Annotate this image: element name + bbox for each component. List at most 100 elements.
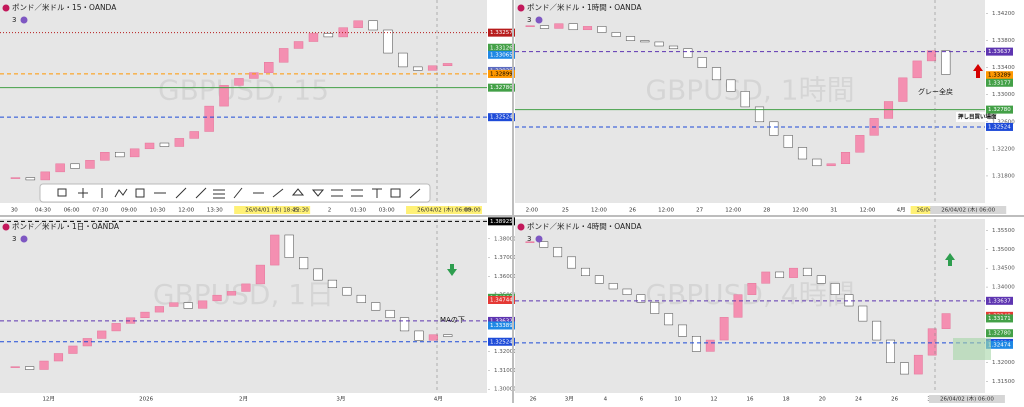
- y-tick-label: 1.36000: [494, 274, 517, 280]
- candle: [775, 271, 785, 278]
- candle: [636, 294, 646, 303]
- overlay: グレー全戻 押し目買い場面 MAの下: [39, 64, 997, 360]
- price-tag-label: 1.33257: [490, 30, 513, 36]
- price-tag-label: 1.32780: [988, 107, 1011, 113]
- candle: [313, 268, 323, 281]
- time-cursor-box: [928, 395, 1005, 403]
- price-tag-label: 1.33065: [490, 52, 513, 58]
- price-tag: [488, 28, 515, 37]
- x-tick-label: 07:30: [92, 208, 108, 214]
- y-tick-label: 1.34200: [992, 11, 1015, 17]
- price-tag-label: 1.32524: [988, 124, 1011, 130]
- price-tag: [986, 340, 1013, 349]
- price-tag-label: 1.32524: [490, 339, 513, 345]
- candle: [323, 33, 334, 38]
- candle: [802, 267, 812, 276]
- price-tag: [488, 113, 515, 122]
- plot-area: [0, 219, 487, 393]
- price-tag-label: 1.33177: [988, 80, 1011, 86]
- candle: [169, 302, 179, 307]
- price-tag-label: 1.38925: [490, 219, 513, 225]
- symbol-icon: [2, 4, 10, 12]
- candle: [338, 27, 348, 38]
- x-tick-label: 4月: [434, 396, 443, 403]
- symbol-icon: [2, 223, 10, 231]
- y-tick-label: 1.37000: [494, 255, 517, 261]
- candle: [525, 25, 535, 27]
- candle: [385, 309, 395, 319]
- drawing-toolbar[interactable]: [39, 183, 431, 203]
- candle: [100, 152, 110, 161]
- price-tag: [488, 83, 515, 92]
- y-tick-label: 1.32000: [992, 360, 1015, 366]
- y-tick-label: 1.38000: [494, 236, 517, 242]
- candle: [198, 300, 208, 309]
- candle: [189, 131, 199, 139]
- candle: [539, 25, 550, 29]
- price-tag: [488, 217, 515, 226]
- zone-box: [953, 338, 991, 360]
- price-tag-label: 1.32780: [490, 85, 513, 91]
- candle: [129, 148, 140, 158]
- candle: [68, 345, 78, 354]
- x-tick-label: 27: [696, 208, 703, 214]
- watermark: GBPUSD, 1時間: [645, 74, 854, 107]
- candle: [705, 339, 715, 352]
- panel-title: ポンド／米ドル・15・OANDA: [12, 2, 117, 12]
- time-cursor-box: [406, 206, 483, 214]
- x-tick-label: 12月: [42, 396, 55, 403]
- candle: [427, 65, 438, 71]
- panel-title: ポンド／米ドル・4時間・OANDA: [527, 221, 642, 231]
- x-tick-label: 20: [819, 397, 826, 403]
- candle: [299, 257, 309, 270]
- symbol-icon: [517, 4, 525, 12]
- candle: [525, 241, 535, 243]
- candle: [554, 23, 564, 29]
- candle: [398, 52, 408, 68]
- candle: [249, 72, 259, 79]
- price-axis: [488, 219, 513, 393]
- price-tag: [488, 43, 515, 52]
- x-tick-label: 2026: [139, 397, 153, 403]
- annotation-box: [956, 112, 986, 122]
- candle: [25, 366, 35, 370]
- y-tick-label: 1.33000: [992, 92, 1015, 98]
- price-tag: [986, 329, 1013, 338]
- price-tag: [986, 314, 1013, 323]
- x-tick-label: 2:00: [526, 208, 539, 214]
- annotation-text: グレー全戻: [918, 87, 953, 96]
- candle: [368, 20, 378, 31]
- candle: [668, 45, 679, 49]
- candle: [582, 26, 593, 31]
- x-tick-label: 22:30: [293, 208, 309, 214]
- candle: [858, 305, 868, 322]
- candle: [539, 241, 549, 248]
- candle: [140, 311, 150, 319]
- candle: [769, 121, 779, 136]
- price-tag-label: 1.32899: [490, 71, 513, 77]
- price-tag: [986, 122, 1013, 131]
- candle: [733, 294, 743, 318]
- candle: [144, 142, 155, 150]
- x-tick-label: 04:30: [35, 208, 51, 214]
- candle: [115, 152, 125, 158]
- time-axis: [515, 393, 1024, 402]
- candle: [783, 135, 793, 148]
- x-tick-label: 12: [710, 397, 717, 403]
- candle: [443, 334, 453, 337]
- x-tick-label: 2: [328, 208, 332, 214]
- candle: [414, 330, 424, 341]
- x-tick-label: 16: [747, 397, 754, 403]
- candle: [597, 26, 607, 33]
- symbol-icon: [517, 223, 525, 231]
- candle: [226, 291, 237, 296]
- indicator-icon: [535, 16, 543, 24]
- candle: [797, 147, 808, 160]
- price-tag: [488, 316, 515, 325]
- chart-panel: GBPUSD, 151.332571.331261.330651.329251.…: [0, 0, 515, 214]
- candle: [219, 85, 229, 107]
- price-tag-label: 1.33637: [988, 49, 1011, 55]
- up-arrow: [973, 64, 983, 78]
- price-tag: [986, 71, 1013, 80]
